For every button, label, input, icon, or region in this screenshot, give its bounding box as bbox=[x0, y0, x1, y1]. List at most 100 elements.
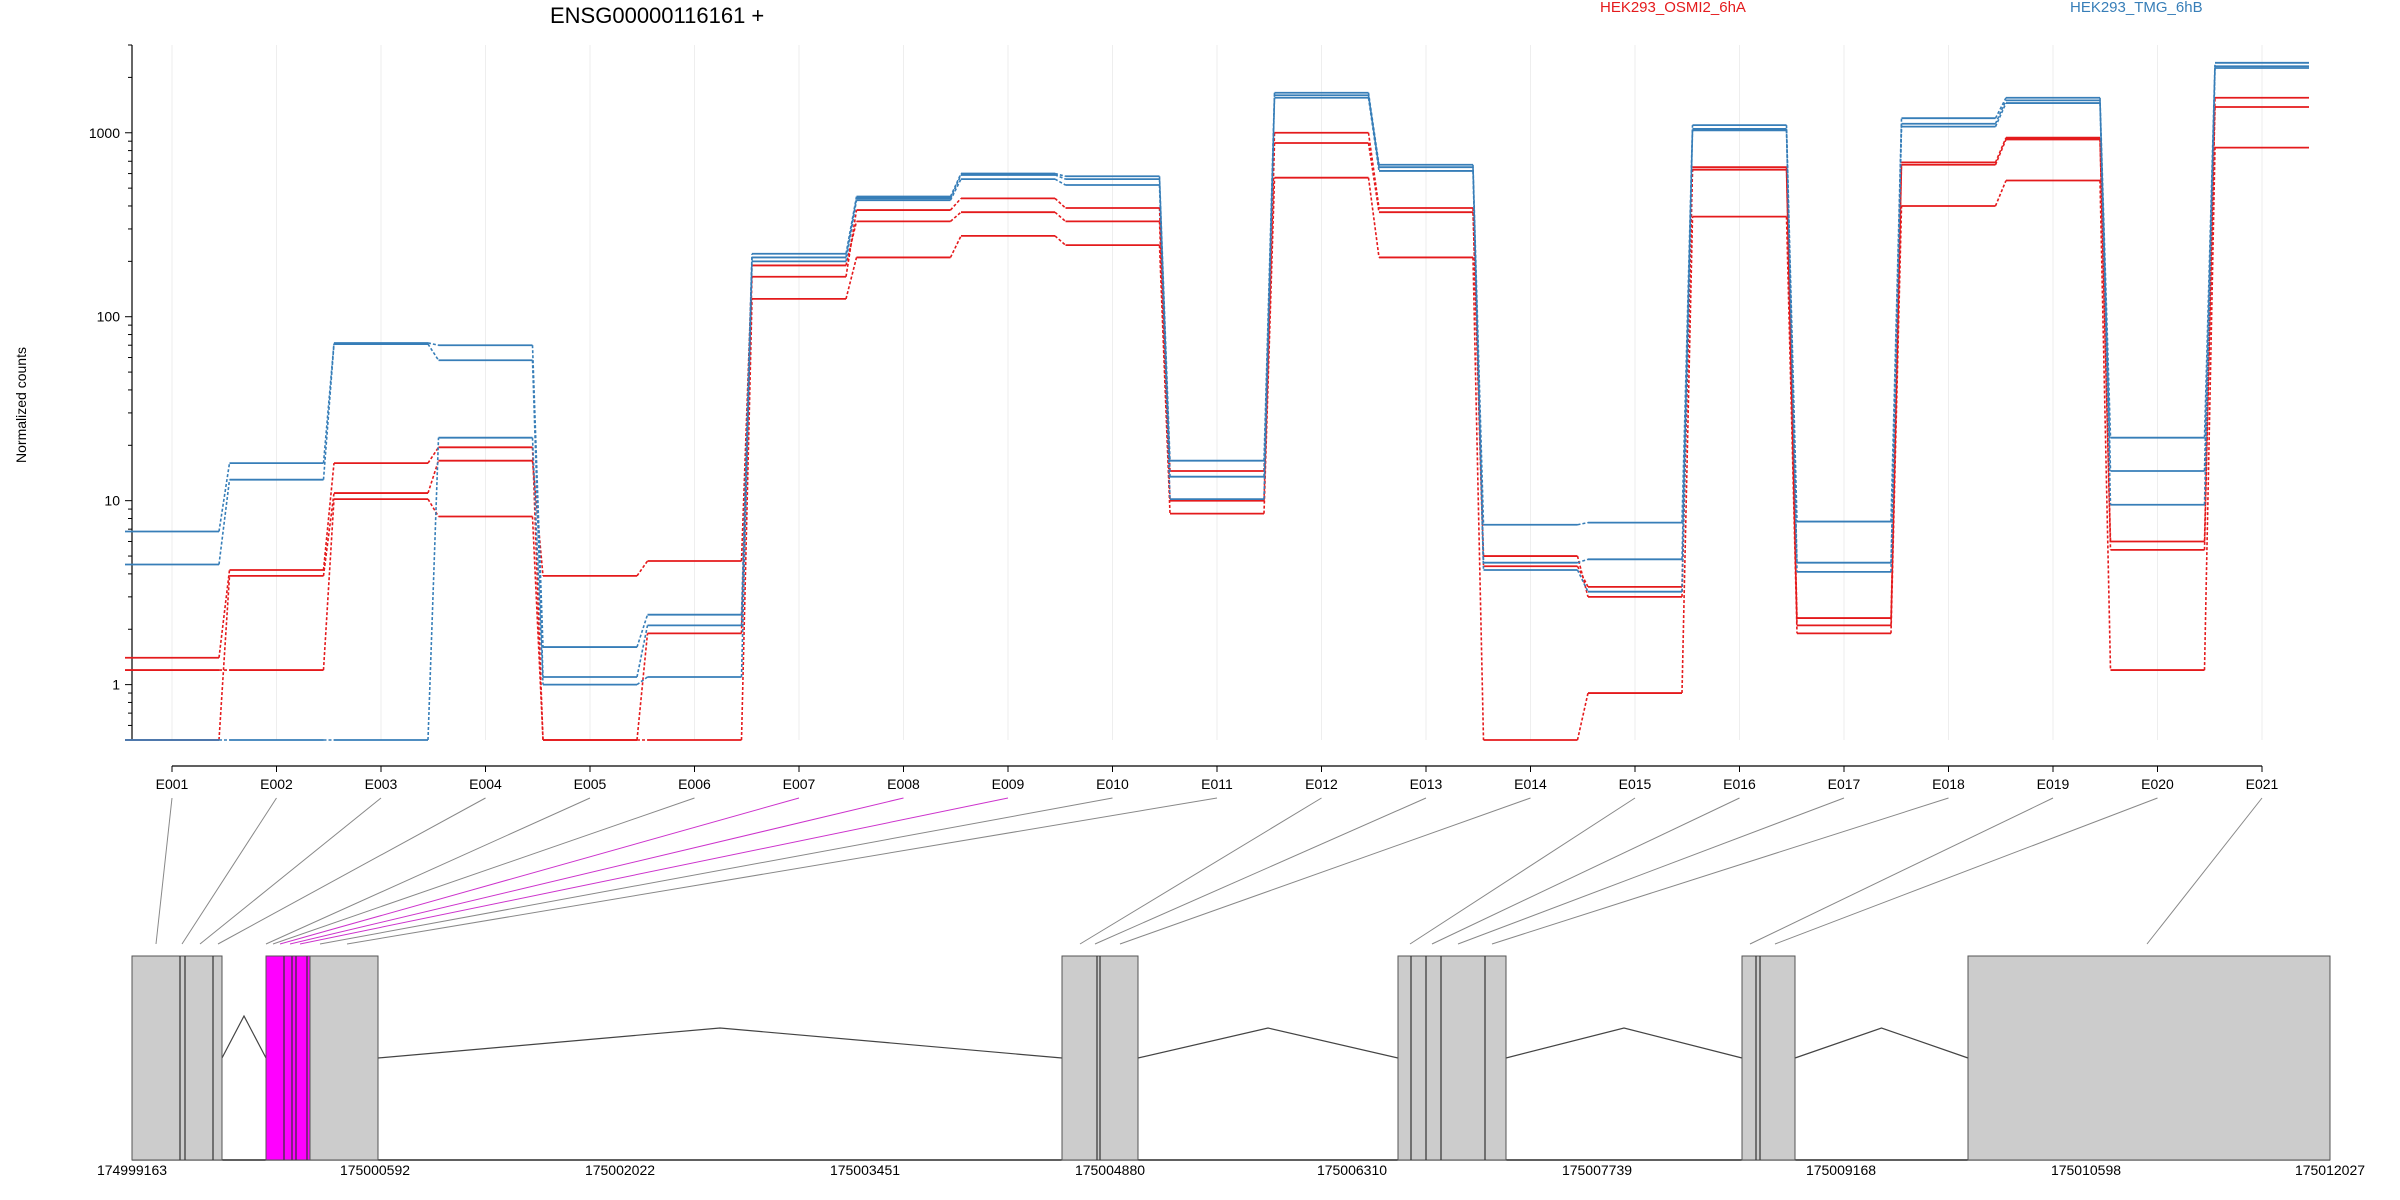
exon-connector bbox=[1119, 797, 1531, 945]
exon-connector bbox=[1457, 797, 1845, 945]
series-connector bbox=[636, 614, 649, 648]
series-connector bbox=[949, 235, 962, 258]
series-connector bbox=[1158, 184, 1171, 500]
series-connector bbox=[2203, 147, 2216, 671]
series-connector bbox=[1054, 178, 1066, 186]
x-tick-label: E011 bbox=[1201, 776, 1233, 792]
series-connector bbox=[1994, 180, 2007, 207]
x-tick-label: E003 bbox=[365, 776, 398, 792]
series-connector bbox=[1054, 172, 1066, 178]
x-tick-label: E017 bbox=[1828, 776, 1861, 792]
x-tick-label: E012 bbox=[1305, 776, 1338, 792]
series-connector bbox=[636, 625, 649, 678]
x-tick-label: E004 bbox=[469, 776, 502, 792]
exon-connector bbox=[199, 797, 382, 945]
genomic-coordinate-label: 175006310 bbox=[1317, 1162, 1387, 1178]
series-connector bbox=[1890, 205, 1903, 634]
series-connector bbox=[1890, 126, 1903, 572]
genomic-coordinate-label: 175010598 bbox=[2051, 1162, 2121, 1178]
series-connector bbox=[1890, 164, 1903, 626]
x-tick-label: E014 bbox=[1514, 776, 1547, 792]
series-connector bbox=[845, 198, 858, 258]
genomic-coordinate-label: 175009168 bbox=[1806, 1162, 1876, 1178]
exon-block bbox=[1967, 955, 2331, 1161]
series-connector bbox=[1472, 170, 1485, 570]
x-tick-label: E019 bbox=[2037, 776, 2070, 792]
y-tick-label: 100 bbox=[97, 309, 121, 325]
intron-line bbox=[221, 1014, 267, 1059]
series-connector bbox=[2099, 180, 2112, 671]
series-connector bbox=[1054, 235, 1067, 246]
series-connector bbox=[949, 174, 962, 199]
genomic-coordinate-label: 175002022 bbox=[585, 1162, 655, 1178]
y-tick-label: 1 bbox=[112, 677, 120, 693]
y-tick-label: 10 bbox=[104, 493, 120, 509]
genomic-coordinate-label: 174999163 bbox=[97, 1162, 167, 1178]
series-connector bbox=[2099, 103, 2112, 505]
series-connector bbox=[1994, 139, 2007, 166]
legend-label-tmg: HEK293_TMG_6hB bbox=[2070, 0, 2203, 16]
series-connector bbox=[531, 360, 544, 678]
exon-connector bbox=[1774, 797, 2158, 945]
exon-connectors bbox=[155, 797, 2263, 945]
series-connector bbox=[531, 460, 544, 576]
exon-block bbox=[1741, 955, 1796, 1161]
genomic-coordinate-label: 175000592 bbox=[340, 1162, 410, 1178]
genomic-coordinate-label: 175004880 bbox=[1075, 1162, 1145, 1178]
exon-connector bbox=[319, 797, 1113, 945]
x-tick-label: E007 bbox=[783, 776, 816, 792]
series-connector bbox=[1681, 216, 1694, 694]
genomic-coordinate-label: 175007739 bbox=[1562, 1162, 1632, 1178]
series-connector bbox=[2203, 107, 2216, 550]
series-connector bbox=[2099, 139, 2112, 550]
series-connector bbox=[322, 499, 335, 671]
series-connector bbox=[845, 221, 858, 266]
exon-connector bbox=[1431, 797, 1740, 945]
series-connector bbox=[427, 342, 439, 346]
series-connector bbox=[218, 463, 231, 532]
series-connector bbox=[845, 257, 858, 300]
series-connector bbox=[845, 200, 858, 262]
exon-connector bbox=[265, 797, 591, 945]
series-connector bbox=[531, 447, 544, 741]
series-connector bbox=[1158, 221, 1171, 501]
series-connector bbox=[1054, 174, 1066, 180]
exon-connector bbox=[1094, 797, 1427, 945]
series-connector bbox=[1367, 95, 1380, 168]
exon-connector bbox=[217, 797, 486, 945]
series-connector bbox=[1994, 100, 2007, 125]
series-connector bbox=[531, 516, 544, 741]
x-tick-label: E015 bbox=[1619, 776, 1652, 792]
series-connector bbox=[1054, 197, 1067, 209]
x-tick-label: E020 bbox=[2141, 776, 2174, 792]
exon-connector bbox=[1079, 797, 1322, 945]
series-connector bbox=[1577, 558, 1589, 564]
series-connector bbox=[1367, 97, 1380, 172]
exon-block bbox=[131, 955, 223, 1161]
genomic-coordinate-label: 175003451 bbox=[830, 1162, 900, 1178]
series-connector bbox=[427, 498, 440, 517]
series-connector bbox=[1367, 142, 1380, 213]
series-connector bbox=[1994, 137, 2007, 163]
series-connector bbox=[949, 211, 962, 222]
x-tick-label: E009 bbox=[992, 776, 1025, 792]
x-tick-label: E016 bbox=[1723, 776, 1756, 792]
series-connector bbox=[1785, 130, 1798, 572]
gridlines bbox=[171, 45, 2263, 740]
series-connector bbox=[1054, 211, 1067, 222]
exon-connector bbox=[346, 797, 1218, 945]
series-connector bbox=[740, 257, 753, 626]
exon-connector bbox=[181, 797, 277, 945]
y-axis: 1 10 100 1000 bbox=[89, 44, 133, 741]
series-connector bbox=[1263, 95, 1276, 477]
exon-connector bbox=[155, 797, 173, 945]
legend-label-osmi2: HEK293_OSMI2_6hA bbox=[1600, 0, 1746, 16]
x-tick-label: E006 bbox=[678, 776, 711, 792]
x-tick-label: E021 bbox=[2246, 776, 2279, 792]
series-connector bbox=[1681, 130, 1694, 592]
series-connector bbox=[218, 575, 231, 741]
gene-model: 174999163 175000592 175002022 175003451 1750… bbox=[97, 955, 2365, 1178]
intron-line bbox=[1137, 1027, 1399, 1059]
series-connector bbox=[322, 492, 335, 576]
